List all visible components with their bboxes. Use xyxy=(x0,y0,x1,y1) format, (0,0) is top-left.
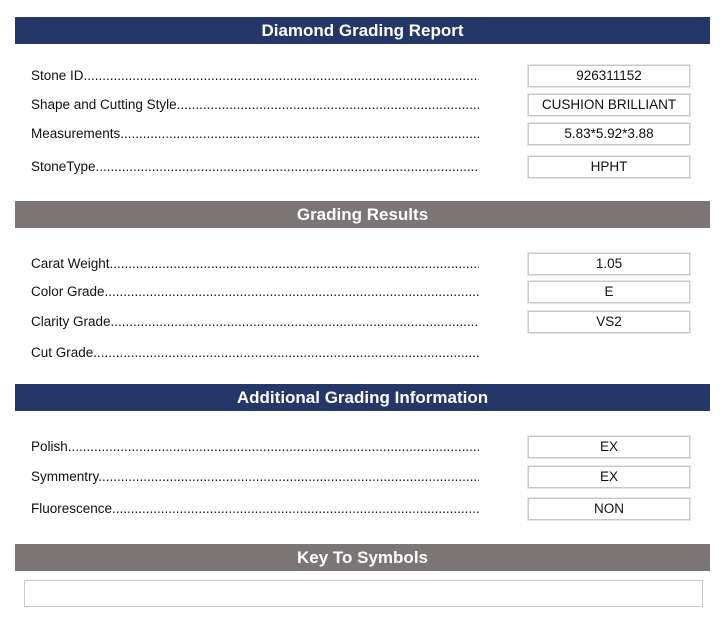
value: VS2 xyxy=(528,311,690,333)
label: Carat Weight xyxy=(31,253,479,275)
label: Cut Grade xyxy=(31,342,479,364)
row-symmetry: Symmentry EX xyxy=(31,466,691,488)
label: Fluorescence xyxy=(31,498,479,520)
label: StoneType xyxy=(31,156,479,178)
label: Polish xyxy=(31,436,479,458)
row-clarity: Clarity Grade VS2 xyxy=(31,311,691,333)
value: E xyxy=(528,281,690,303)
row-polish: Polish EX xyxy=(31,436,691,458)
report-header: Diamond Grading Report xyxy=(15,17,710,44)
value: EX xyxy=(528,466,690,488)
label: Stone ID xyxy=(31,65,479,87)
label: Measurements xyxy=(31,123,479,145)
value: CUSHION BRILLIANT xyxy=(528,94,690,116)
row-stone-type: StoneType HPHT xyxy=(31,156,691,178)
row-cut: Cut Grade xyxy=(31,342,691,364)
row-measurements: Measurements 5.83*5.92*3.88 xyxy=(31,123,691,145)
label: Clarity Grade xyxy=(31,311,479,333)
row-carat: Carat Weight 1.05 xyxy=(31,253,691,275)
key-header: Key To Symbols xyxy=(15,544,710,571)
row-color: Color Grade E xyxy=(31,281,691,303)
additional-header: Additional Grading Information xyxy=(15,384,710,411)
grading-header: Grading Results xyxy=(15,201,710,228)
value: 1.05 xyxy=(528,253,690,275)
key-to-symbols-box xyxy=(24,580,703,607)
value: 5.83*5.92*3.88 xyxy=(528,123,690,145)
value: HPHT xyxy=(528,156,690,178)
label: Shape and Cutting Style xyxy=(31,94,479,116)
row-fluorescence: Fluorescence NON xyxy=(31,498,691,520)
label: Color Grade xyxy=(31,281,479,303)
value: 926311152 xyxy=(528,65,690,87)
label: Symmentry xyxy=(31,466,479,488)
value: EX xyxy=(528,436,690,458)
row-shape: Shape and Cutting Style CUSHION BRILLIANT xyxy=(31,94,691,116)
value: NON xyxy=(528,498,690,520)
row-stone-id: Stone ID 926311152 xyxy=(31,65,691,87)
